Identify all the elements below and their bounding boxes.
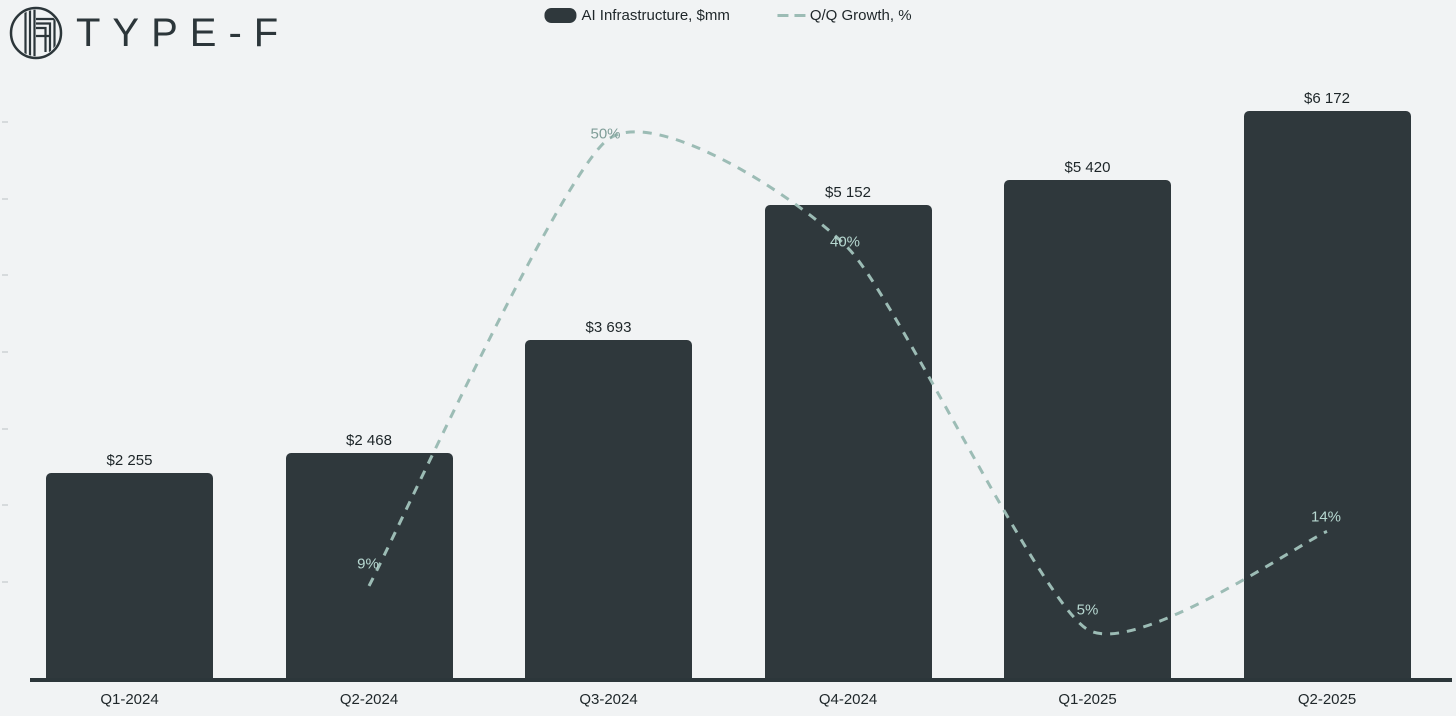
bar-value-label: $5 152 — [825, 184, 871, 202]
growth-point-label: 9% — [357, 555, 379, 573]
growth-point-label: 14% — [1310, 508, 1342, 526]
x-axis-label: Q1-2024 — [100, 691, 159, 708]
y-axis-tick — [2, 428, 8, 430]
y-axis-tick — [2, 121, 8, 123]
y-axis-tick — [2, 198, 8, 200]
dashed-line-swatch-icon — [777, 14, 806, 17]
type-f-logo-icon — [9, 6, 63, 60]
bar-value-label: $2 255 — [106, 451, 153, 469]
y-axis-tick — [2, 504, 8, 506]
legend-label-line: Q/Q Growth, % — [809, 7, 912, 24]
brand-name: TYPE-F — [76, 10, 291, 55]
x-axis-label: Q2-2025 — [1297, 691, 1357, 708]
chart-legend: AI Infrastructure, $mm Q/Q Growth, % — [544, 7, 912, 24]
x-axis-line — [30, 678, 1452, 682]
x-axis-label: Q2-2024 — [339, 691, 399, 708]
growth-point-label: 5% — [1076, 601, 1099, 618]
bar-swatch-icon — [544, 8, 577, 23]
y-axis-tick — [2, 274, 8, 276]
x-axis-label: Q3-2024 — [579, 691, 638, 708]
legend-label-bars: AI Infrastructure, $mm — [581, 7, 730, 24]
bar-q4-2024 — [764, 205, 932, 681]
growth-point-label: 50% — [590, 125, 621, 143]
bar-value-label: $5 420 — [1064, 159, 1111, 177]
bar-q2-2025 — [1243, 111, 1411, 681]
growth-point-label: 40% — [829, 233, 861, 251]
bar-q1-2024 — [46, 472, 213, 681]
bar-value-label: $6 172 — [1304, 90, 1350, 107]
x-axis-label: Q1-2025 — [1058, 691, 1117, 708]
legend-item-bars: AI Infrastructure, $mm — [544, 7, 730, 24]
bar-q3-2024 — [525, 339, 692, 681]
y-axis-tick — [2, 581, 8, 583]
bar-value-label: $3 693 — [585, 318, 632, 336]
brand-header: TYPE-F — [8, 5, 290, 61]
y-axis-tick — [2, 351, 8, 353]
bar-value-label: $2 468 — [346, 432, 392, 450]
x-axis-label: Q4-2024 — [818, 691, 878, 708]
legend-item-line: Q/Q Growth, % — [777, 7, 912, 24]
